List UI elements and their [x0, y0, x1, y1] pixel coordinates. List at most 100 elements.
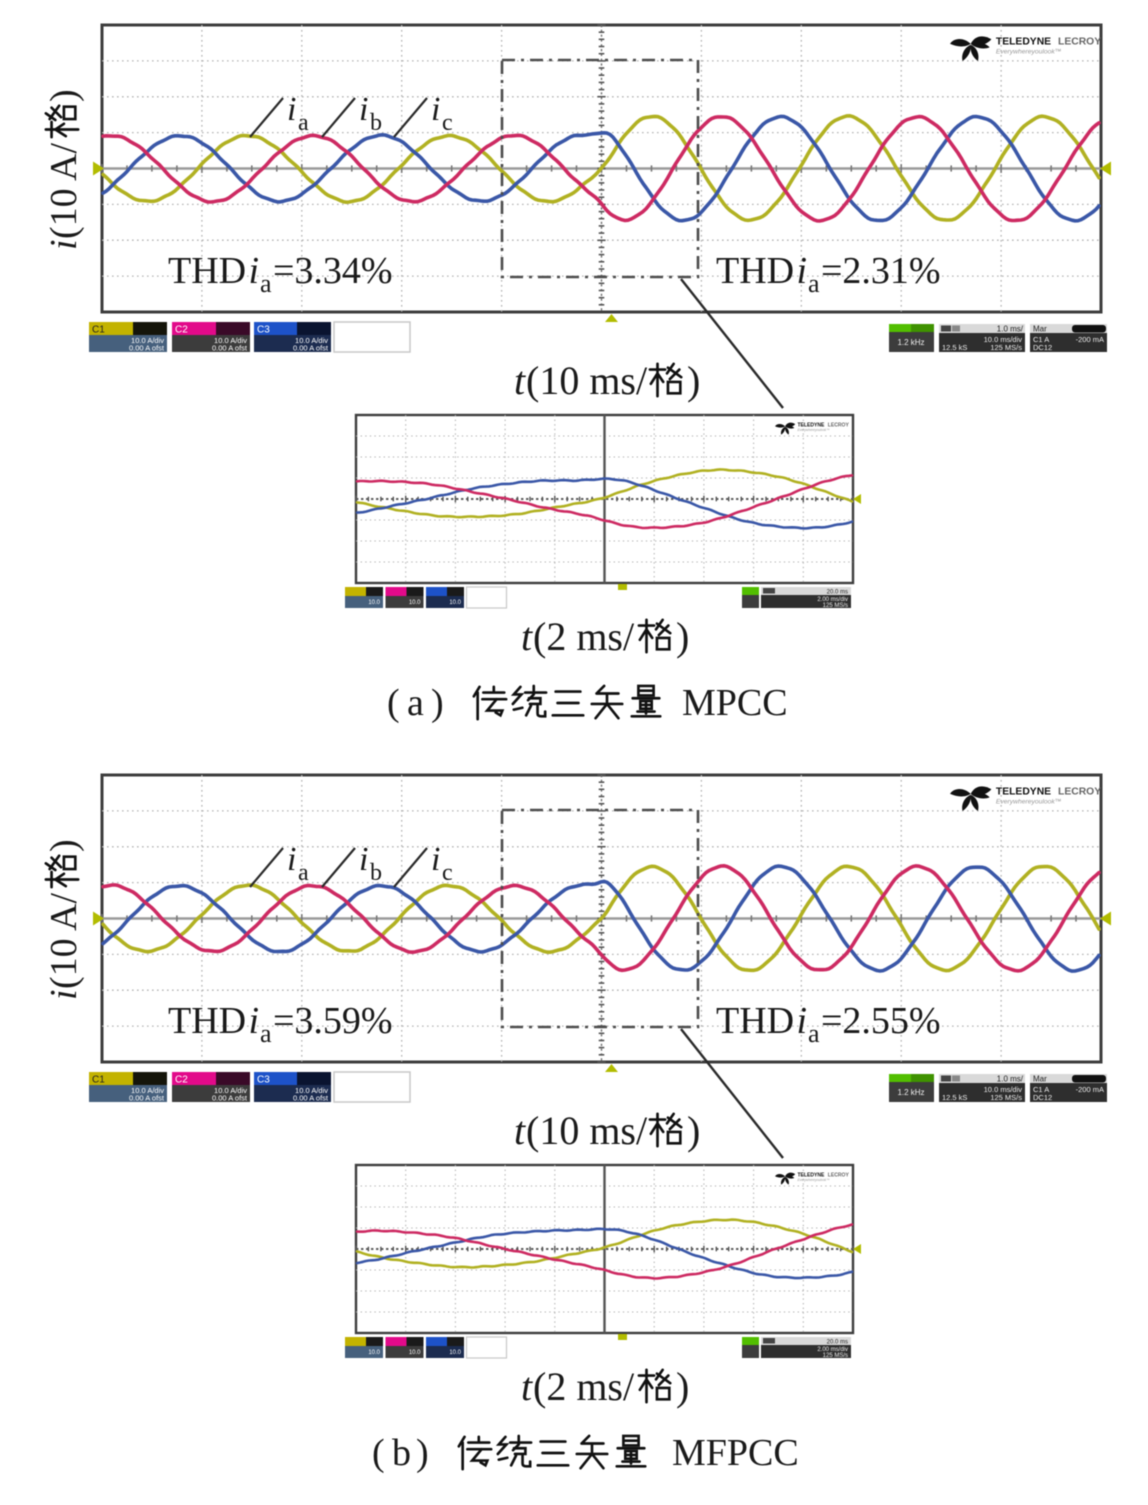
svg-text:=2.31%: =2.31%: [821, 250, 941, 292]
svg-text:b: b: [370, 110, 382, 136]
svg-text:i: i: [797, 1000, 808, 1042]
svg-text:LECROY: LECROY: [1058, 787, 1101, 798]
svg-text:C1: C1: [92, 1075, 105, 1086]
svg-text:20.0 ms: 20.0 ms: [827, 590, 848, 596]
svg-text:i: i: [431, 91, 440, 128]
svg-text:Everywhereyoulook™: Everywhereyoulook™: [797, 428, 829, 432]
svg-text:1.2 kHz: 1.2 kHz: [897, 1088, 924, 1097]
svg-text:LECROY: LECROY: [828, 1173, 850, 1179]
svg-text:i: i: [287, 91, 296, 128]
svg-text:Everywhereyoulook™: Everywhereyoulook™: [996, 49, 1062, 56]
svg-text:i: i: [797, 250, 808, 292]
svg-text:i: i: [43, 239, 85, 250]
svg-text:10.0 A/div: 10.0 A/div: [131, 1086, 164, 1095]
svg-text:a: a: [407, 682, 424, 724]
svg-text:1.2 kHz: 1.2 kHz: [897, 338, 924, 347]
svg-text:Mar: Mar: [1033, 1075, 1047, 1084]
svg-text:C1 A: C1 A: [1033, 335, 1049, 344]
svg-text:): ): [676, 614, 689, 659]
svg-text:(: (: [387, 682, 400, 724]
svg-text:i: i: [359, 841, 368, 878]
svg-text:10.0: 10.0: [449, 1350, 461, 1356]
svg-text:i: i: [359, 91, 368, 128]
svg-text:C2: C2: [175, 325, 188, 336]
svg-text:0.00 A ofst: 0.00 A ofst: [293, 1094, 329, 1103]
svg-text:i: i: [287, 841, 296, 878]
svg-text:Mar: Mar: [1033, 325, 1047, 334]
svg-text:10.0 A/div: 10.0 A/div: [214, 336, 247, 345]
svg-text:C1 A: C1 A: [1033, 1085, 1049, 1094]
svg-text:): ): [687, 358, 700, 403]
svg-text:10.0: 10.0: [449, 600, 461, 606]
svg-text:): ): [43, 89, 85, 102]
svg-text:=3.34%: =3.34%: [273, 250, 393, 292]
svg-text:LECROY: LECROY: [828, 423, 850, 429]
svg-text:a: a: [260, 269, 272, 298]
svg-text:c: c: [442, 860, 453, 886]
svg-text:): ): [431, 682, 444, 724]
svg-text:=2.55%: =2.55%: [821, 1000, 941, 1042]
svg-text:t: t: [521, 614, 533, 659]
svg-text:2.00 ms/div: 2.00 ms/div: [817, 597, 848, 603]
svg-text:a: a: [808, 1019, 820, 1048]
svg-text:a: a: [260, 1019, 272, 1048]
svg-text:=3.59%: =3.59%: [273, 1000, 393, 1042]
svg-text:Everywhereyoulook™: Everywhereyoulook™: [996, 799, 1062, 806]
svg-text:(10 ms/: (10 ms/: [526, 1108, 648, 1153]
svg-text:i: i: [249, 250, 260, 292]
svg-text:TELEDYNE: TELEDYNE: [996, 37, 1051, 48]
svg-text:i: i: [249, 1000, 260, 1042]
svg-text:MPCC: MPCC: [682, 682, 788, 724]
svg-text:125 MS/s: 125 MS/s: [823, 603, 848, 609]
svg-text:0.00 A ofst: 0.00 A ofst: [129, 1094, 165, 1103]
svg-text:10.0: 10.0: [409, 1350, 421, 1356]
svg-text:10.0 A/div: 10.0 A/div: [295, 1086, 328, 1095]
svg-text:0.00 A ofst: 0.00 A ofst: [212, 344, 248, 353]
svg-text:Everywhereyoulook™: Everywhereyoulook™: [797, 1178, 829, 1182]
svg-text:10.0 A/div: 10.0 A/div: [131, 336, 164, 345]
svg-text:(10 ms/: (10 ms/: [526, 358, 648, 403]
svg-text:TELEDYNE: TELEDYNE: [996, 787, 1051, 798]
svg-text:C3: C3: [257, 1075, 270, 1086]
svg-text:i: i: [43, 989, 85, 1000]
svg-text:(10 A/: (10 A/: [43, 893, 85, 990]
svg-text:10.0: 10.0: [368, 1350, 380, 1356]
svg-text:(: (: [372, 1432, 385, 1474]
svg-text:10.0 ms/div: 10.0 ms/div: [984, 1085, 1023, 1094]
svg-text:-200 mA: -200 mA: [1076, 335, 1104, 344]
svg-text:): ): [43, 839, 85, 852]
svg-text:C2: C2: [175, 1075, 188, 1086]
svg-text:10.0 ms/div: 10.0 ms/div: [984, 335, 1023, 344]
svg-text:a: a: [298, 110, 309, 136]
svg-text:THD: THD: [716, 250, 794, 292]
svg-text:C1: C1: [92, 325, 105, 336]
svg-text:c: c: [442, 110, 453, 136]
svg-text:b: b: [370, 860, 382, 886]
svg-text:0.00 A ofst: 0.00 A ofst: [293, 344, 329, 353]
svg-text:1.0 ms/: 1.0 ms/: [997, 1075, 1024, 1084]
svg-text:t: t: [514, 1108, 526, 1153]
svg-text:a: a: [808, 269, 820, 298]
svg-text:): ): [687, 1108, 700, 1153]
svg-text:THD: THD: [716, 1000, 794, 1042]
svg-text:1.0 ms/: 1.0 ms/: [997, 325, 1024, 334]
svg-text:i: i: [431, 841, 440, 878]
svg-text:THD: THD: [168, 1000, 246, 1042]
svg-text:t: t: [521, 1364, 533, 1409]
svg-text:10.0: 10.0: [409, 600, 421, 606]
svg-text:2.00 ms/div: 2.00 ms/div: [817, 1347, 848, 1353]
svg-text:0.00 A ofst: 0.00 A ofst: [129, 344, 165, 353]
svg-text:b: b: [392, 1432, 411, 1474]
svg-text:(2 ms/: (2 ms/: [533, 614, 635, 659]
svg-text:): ): [416, 1432, 429, 1474]
svg-text:LECROY: LECROY: [1058, 37, 1101, 48]
svg-text:125 MS/s: 125 MS/s: [823, 1353, 848, 1359]
svg-text:20.0 ms: 20.0 ms: [827, 1340, 848, 1346]
svg-text:10.0 A/div: 10.0 A/div: [295, 336, 328, 345]
svg-text:(2 ms/: (2 ms/: [533, 1364, 635, 1409]
svg-text:C3: C3: [257, 325, 270, 336]
svg-text:12.5 kS: 12.5 kS: [942, 1093, 967, 1102]
svg-text:0.00 A ofst: 0.00 A ofst: [212, 1094, 248, 1103]
svg-text:12.5 kS: 12.5 kS: [942, 343, 967, 352]
svg-text:): ): [676, 1364, 689, 1409]
